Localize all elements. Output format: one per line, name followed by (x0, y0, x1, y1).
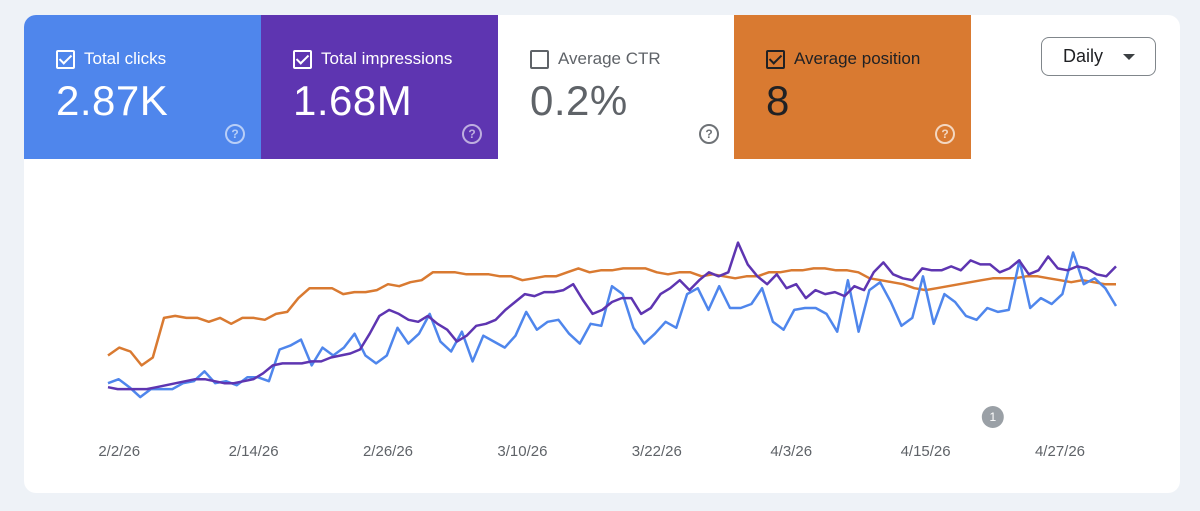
help-icon[interactable]: ? (225, 124, 245, 144)
caret-down-icon (1123, 54, 1135, 60)
series-line-total-impressions[interactable] (107, 241, 1117, 391)
annotation-badge[interactable] (981, 406, 1004, 428)
metric-label: Total impressions (321, 49, 453, 68)
x-tick-label: 2/14/26 (229, 443, 279, 460)
x-tick-label: 3/22/26 (632, 443, 682, 460)
checkbox-checked-icon[interactable] (766, 49, 785, 69)
annotation-marker[interactable]: 1 (981, 406, 1004, 428)
x-tick-label: 2/2/26 (98, 443, 140, 460)
x-tick-label: 3/10/26 (497, 443, 547, 460)
help-icon[interactable]: ? (462, 124, 482, 144)
metric-label: Average position (794, 49, 921, 68)
help-icon[interactable]: ? (699, 124, 719, 144)
x-tick-label: 4/27/26 (1035, 443, 1085, 460)
metric-value: 1.68M (293, 77, 413, 124)
metric-value: 8 (766, 77, 790, 124)
help-icon[interactable]: ? (935, 124, 955, 144)
performance-chart: 2/2/26 2/14/26 2/26/26 3/10/26 3/22/26 4/3/26… (98, 241, 1118, 460)
metric-tile-average-position[interactable]: Average position 8 ? (734, 15, 971, 159)
metric-tile-total-impressions[interactable]: Total impressions 1.68M ? (261, 15, 498, 159)
metric-tile-total-clicks[interactable]: Total clicks 2.87K ? (24, 15, 261, 159)
series-line-total-clicks[interactable] (107, 251, 1118, 399)
x-tick-label: 2/26/26 (363, 443, 413, 460)
metric-label: Total clicks (84, 49, 167, 68)
granularity-dropdown[interactable]: Daily (1041, 37, 1156, 76)
annotation-label: 1 (989, 410, 996, 424)
checkbox-unchecked-icon[interactable] (530, 49, 549, 69)
metric-tile-average-ctr[interactable]: Average CTR 0.2% ? (498, 15, 735, 159)
x-tick-label: 4/3/26 (770, 443, 812, 460)
metric-value: 0.2% (530, 77, 628, 124)
metric-value: 2.87K (56, 77, 169, 124)
performance-card: Total clicks 2.87K ? Total impressions 1… (24, 15, 1180, 493)
checkbox-checked-icon[interactable] (293, 49, 312, 69)
metric-label: Average CTR (558, 49, 661, 68)
checkbox-checked-icon[interactable] (56, 49, 75, 69)
series-line-average-position[interactable] (107, 267, 1116, 367)
x-tick-label: 4/15/26 (901, 443, 951, 460)
granularity-label: Daily (1063, 46, 1104, 66)
